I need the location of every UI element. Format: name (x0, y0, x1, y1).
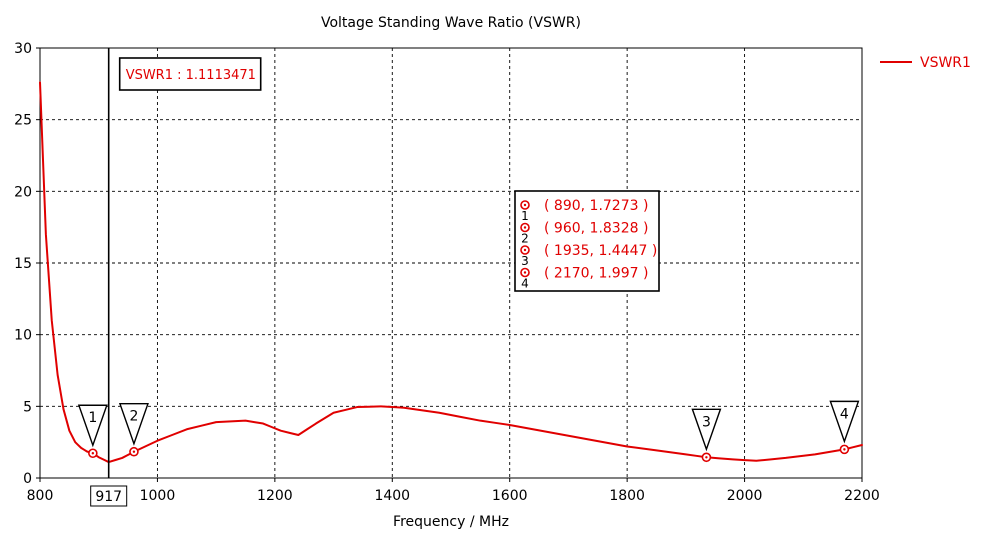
marker-table-value: ( 890, 1.7273 ) (544, 198, 648, 214)
marker-id-label: 1 (88, 410, 97, 426)
marker-id-label: 2 (129, 409, 138, 425)
x-axis-label: Frequency / MHz (393, 514, 509, 530)
marker-table-box (514, 190, 660, 292)
marker-table-row: 1 ( 890, 1.7273 ) (520, 198, 648, 223)
marker-table-value: ( 960, 1.8328 ) (544, 221, 648, 237)
marker-table-row: 4 ( 2170, 1.997 ) (520, 266, 648, 291)
axis-ticks: 800 1000 1200 1400 1600 1800 2000 2200 0 5 10 15 20 2… (14, 41, 880, 504)
marker-id-label: 4 (840, 406, 849, 422)
y-tick-label: 15 (14, 256, 32, 272)
y-tick-label: 30 (14, 41, 32, 57)
marker-2[interactable]: 2 (118, 403, 149, 457)
marker-point-dot (705, 456, 708, 459)
cursor-x-box (90, 485, 128, 507)
marker-flag (691, 408, 722, 452)
y-tick-label: 20 (14, 184, 32, 200)
marker-table-icon-dot (523, 248, 527, 252)
chart-title: Voltage Standing Wave Ratio (VSWR) (321, 15, 581, 31)
marker-flag (829, 400, 860, 444)
x-tick-label: 1400 (374, 488, 410, 504)
y-tick-label: 5 (23, 399, 32, 415)
marker-table-id: 3 (521, 254, 529, 268)
x-tick-label: 800 (27, 488, 54, 504)
cursor-layer[interactable]: 917 VSWR1 : 1.1113471 (90, 48, 262, 507)
series-line-vswr1 (39, 81, 863, 464)
x-tick-label: 2000 (727, 488, 763, 504)
marker-table-icon-dot (523, 203, 527, 207)
marker-table-icon-dot (523, 226, 527, 229)
marker-table-row: 2 ( 960, 1.8328 ) (520, 221, 648, 246)
marker-table-id: 1 (521, 209, 529, 223)
marker-3[interactable]: 3 (691, 408, 722, 463)
y-tick-label: 0 (23, 471, 32, 487)
y-tick-label: 10 (14, 328, 32, 344)
marker-flag (118, 403, 149, 446)
cursor-readout: VSWR1 : 1.1113471 (118, 57, 262, 91)
legend: VSWR1 (880, 55, 971, 71)
cursor-readout-text: VSWR1 : 1.1113471 (126, 68, 256, 83)
marker-point-dot (91, 452, 95, 455)
cursor-readout-box (118, 57, 262, 91)
marker-table-icon-dot (523, 271, 527, 274)
marker-point-dot (132, 450, 136, 453)
x-tick-label: 1200 (257, 488, 293, 504)
marker-table-value: ( 2170, 1.997 ) (544, 266, 648, 282)
x-tick-label: 1600 (492, 488, 528, 504)
marker-4[interactable]: 4 (829, 400, 860, 455)
y-tick-label: 25 (14, 113, 32, 129)
legend-item: VSWR1 (880, 55, 971, 71)
legend-label: VSWR1 (920, 55, 971, 71)
x-tick-label: 1800 (609, 488, 645, 504)
marker-table-value: ( 1935, 1.4447 ) (544, 243, 657, 259)
x-tick-label: 2200 (844, 488, 880, 504)
marker-table: 1 ( 890, 1.7273 ) 2 ( 960, 1.8328 ) 3 ( 1935,… (514, 190, 660, 292)
marker-point-dot (843, 448, 846, 451)
marker-table-id: 4 (521, 277, 529, 291)
x-tick-label: 1000 (140, 488, 176, 504)
marker-1[interactable]: 1 (77, 404, 108, 459)
marker-flag (77, 404, 108, 448)
series-layer (39, 81, 863, 464)
cursor-x-label: 917 (95, 489, 122, 505)
marker-table-id: 2 (521, 232, 529, 246)
grid (40, 48, 862, 478)
marker-table-row: 3 ( 1935, 1.4447 ) (520, 243, 657, 268)
marker-layer[interactable]: 1 2 3 4 (77, 400, 860, 463)
marker-id-label: 3 (702, 414, 711, 430)
